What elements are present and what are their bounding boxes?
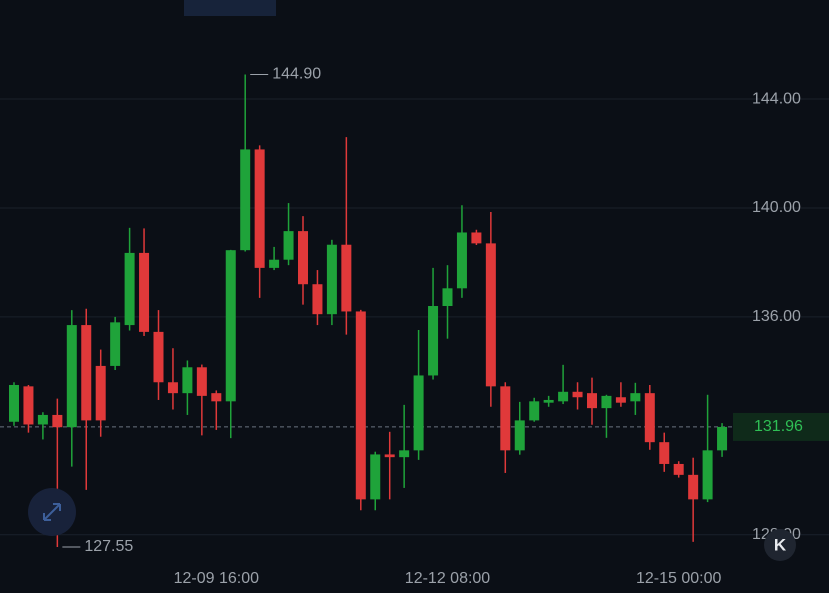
min-label: 127.55 — [84, 538, 133, 555]
candle-body — [659, 442, 670, 464]
candle-body — [702, 450, 713, 500]
candle-body — [413, 375, 424, 451]
candle-body — [139, 252, 150, 332]
candle-body — [312, 284, 323, 315]
candle-body — [399, 450, 410, 458]
candle-body — [298, 231, 308, 285]
candle-body — [587, 393, 597, 409]
x-tick-label: 12-09 16:00 — [174, 570, 260, 587]
candle-body — [355, 311, 366, 500]
candle-body — [23, 386, 34, 425]
candle-body — [456, 232, 467, 289]
candle-body — [514, 420, 525, 451]
candle-body — [630, 393, 641, 402]
candle-body — [225, 250, 236, 402]
candle-body — [442, 288, 453, 307]
candle-body — [196, 367, 207, 396]
candle-body — [370, 454, 381, 500]
candle-body — [688, 474, 699, 500]
expand-icon — [43, 503, 61, 521]
y-tick-label: 140.00 — [752, 199, 801, 216]
candle-body — [52, 414, 63, 428]
candle-body — [717, 426, 728, 451]
candle-body — [485, 243, 496, 387]
corner-button[interactable] — [764, 529, 796, 561]
top-tab — [184, 0, 276, 16]
candle-body — [182, 367, 193, 394]
last-price-tag — [733, 412, 829, 441]
max-label: 144.90 — [272, 66, 321, 83]
candle-body — [615, 397, 626, 403]
candle-body — [9, 384, 19, 422]
candle-body — [110, 322, 121, 366]
candle-body — [167, 382, 178, 394]
candle-body — [211, 393, 222, 402]
candle-body — [500, 386, 511, 451]
candle-body — [471, 232, 482, 244]
candle-body — [81, 325, 92, 421]
candle-body — [384, 454, 395, 458]
y-tick-label: 136.00 — [752, 308, 801, 325]
corner-button-label: K — [774, 535, 787, 554]
candle-body — [673, 463, 684, 475]
candle-body — [240, 149, 251, 251]
x-tick-label: 12-15 00:00 — [636, 570, 722, 587]
candle-body — [254, 149, 265, 268]
candle-body — [153, 331, 164, 383]
last-price-label: 131.96 — [754, 418, 803, 435]
candle-body — [572, 391, 583, 398]
candle-body — [529, 401, 540, 421]
candle-body — [37, 414, 48, 425]
candle-body — [558, 391, 569, 402]
candle-body — [124, 252, 135, 326]
candle-body — [66, 325, 77, 428]
candle-body — [428, 306, 439, 376]
x-tick-label: 12-12 08:00 — [405, 570, 491, 587]
y-tick-label: 144.00 — [752, 90, 801, 107]
candle-body — [341, 244, 352, 312]
candle-body — [283, 231, 294, 260]
candle-body — [543, 399, 554, 403]
candle-body — [95, 365, 106, 421]
candle-body — [644, 393, 655, 443]
candle-body — [601, 395, 612, 409]
candle-body — [269, 259, 280, 268]
candle-body — [326, 244, 337, 315]
